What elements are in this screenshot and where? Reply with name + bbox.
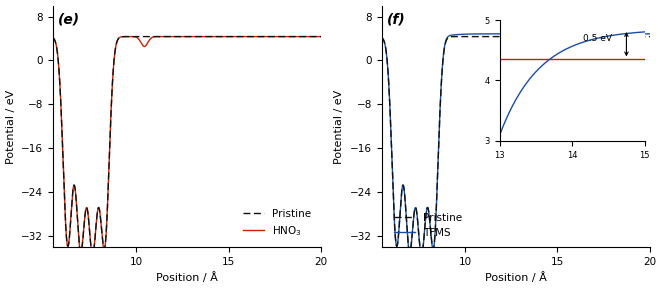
X-axis label: Position / Å: Position / Å: [156, 273, 218, 284]
Text: (f): (f): [387, 13, 406, 27]
Y-axis label: Potential / eV: Potential / eV: [334, 89, 344, 164]
Text: (e): (e): [58, 13, 80, 27]
X-axis label: Position / Å: Position / Å: [485, 273, 547, 284]
Y-axis label: Potential / eV: Potential / eV: [5, 89, 15, 164]
Legend: Pristine, TFMS: Pristine, TFMS: [390, 208, 466, 242]
Legend: Pristine, HNO$_3$: Pristine, HNO$_3$: [239, 205, 316, 242]
